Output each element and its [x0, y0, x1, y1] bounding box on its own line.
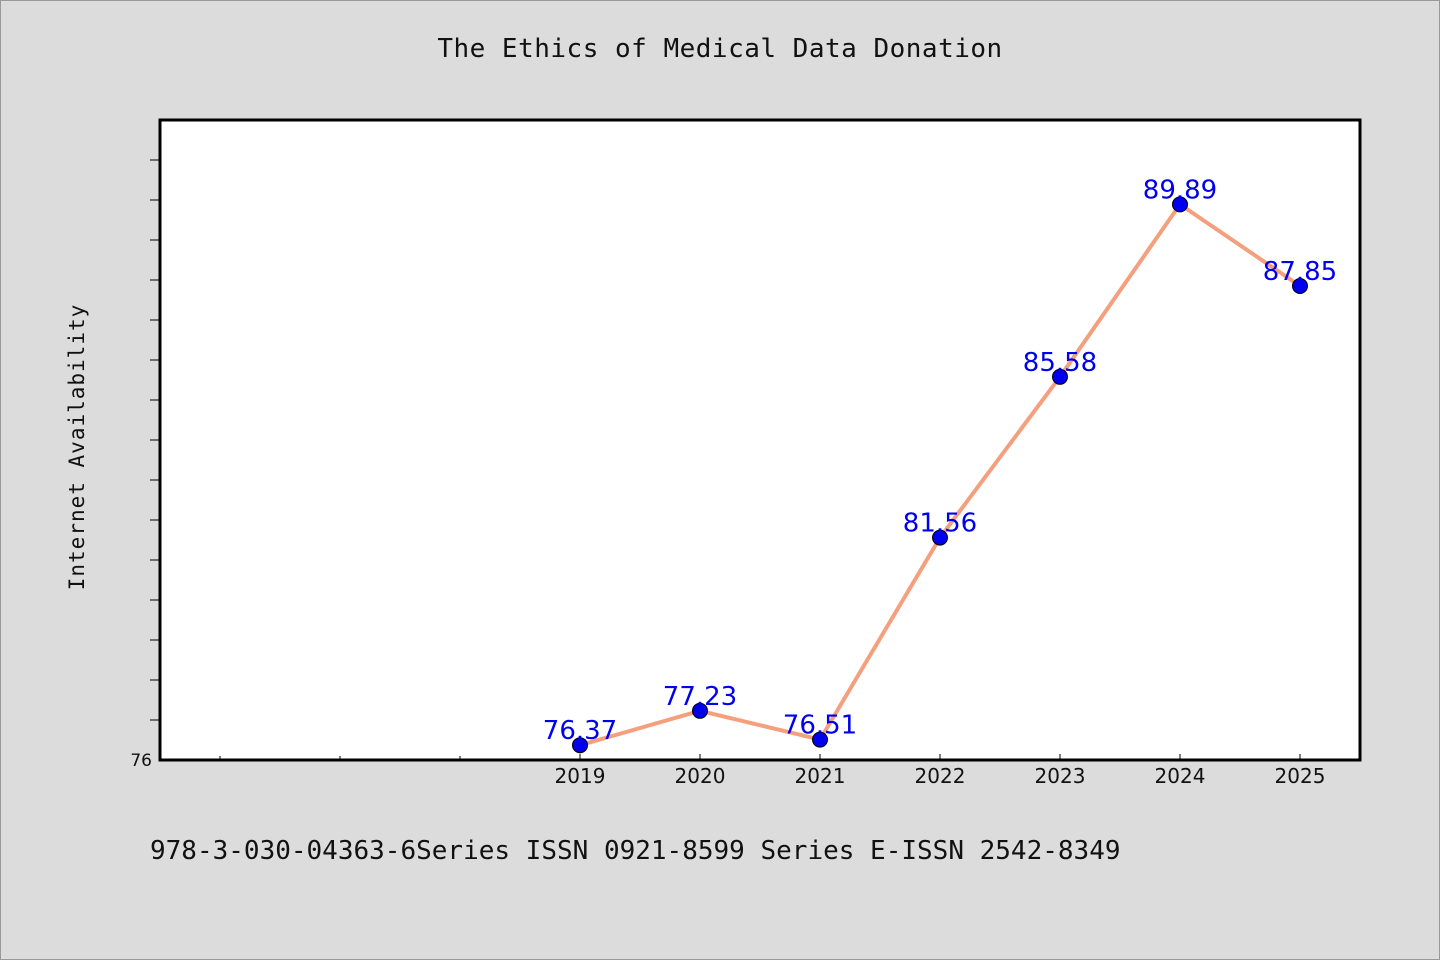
- data-point: [932, 529, 948, 546]
- x-tick-label: 2021: [795, 764, 846, 788]
- footer-note: 978-3-030-04363-6Series ISSN 0921-8599 S…: [150, 836, 1121, 866]
- data-point: [1052, 368, 1068, 385]
- data-label: 89.89: [1143, 175, 1217, 205]
- x-tick-label: 2022: [915, 764, 966, 788]
- data-label: 85.58: [1023, 348, 1097, 378]
- data-point: [692, 702, 708, 719]
- plot-area: [158, 118, 1362, 762]
- data-label: 76.37: [543, 716, 617, 746]
- data-label: 76.51: [783, 711, 857, 741]
- x-tick-label: 2025: [1275, 764, 1326, 788]
- chart-title: The Ethics of Medical Data Donation: [437, 34, 1003, 64]
- y-tick-label: 76: [130, 751, 152, 771]
- x-axis-ticks: 2019 2020 2021 2022 2023 2024 2025: [219, 754, 1326, 788]
- data-labels-group: 76.37 77.23 76.51 81.56 85.58 89.89 87.85: [543, 175, 1337, 746]
- x-tick-label: 2020: [675, 764, 726, 788]
- data-point: [812, 731, 828, 748]
- data-label: 87.85: [1263, 257, 1337, 287]
- data-point: [572, 737, 588, 754]
- data-label: 77.23: [663, 682, 737, 712]
- x-tick-label: 2019: [555, 764, 606, 788]
- x-tick-label: 2023: [1035, 764, 1086, 788]
- series-group: [572, 196, 1308, 754]
- x-tick-label: 2024: [1155, 764, 1206, 788]
- data-point: [1172, 196, 1188, 213]
- data-point: [1292, 278, 1308, 294]
- data-label: 81.56: [903, 509, 977, 539]
- y-axis-ticks: 76: [130, 159, 160, 771]
